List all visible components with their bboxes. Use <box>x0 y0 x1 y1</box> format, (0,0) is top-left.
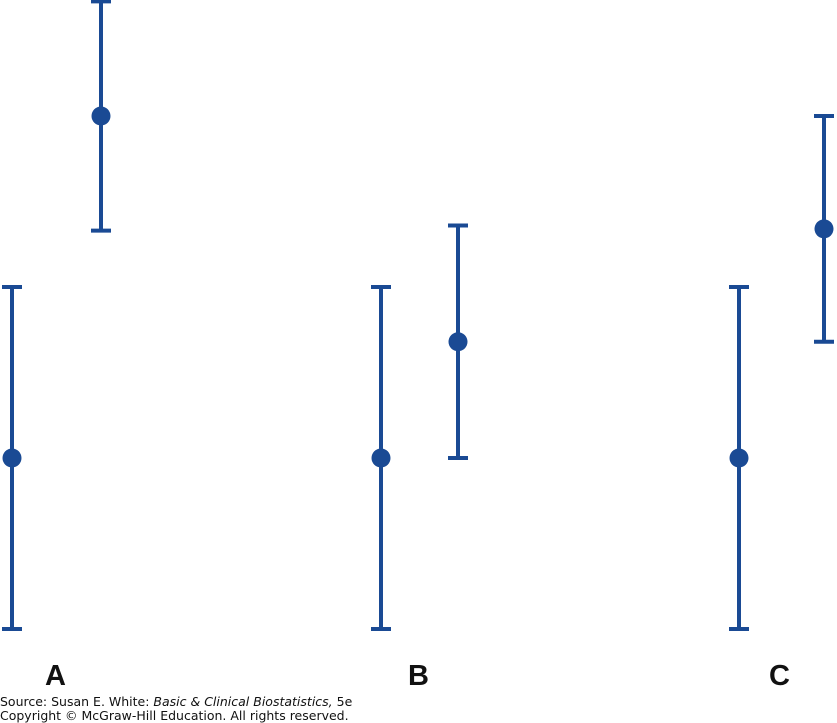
panel-c-interval-2-point-estimate <box>814 219 834 239</box>
panel-label-c: C <box>769 660 790 692</box>
panel-b-interval-1-point-estimate <box>371 448 391 468</box>
panel-c-interval-1-point-estimate <box>729 448 749 468</box>
panel-a-interval-1-point-estimate <box>2 448 22 468</box>
source-prefix: Source: Susan E. White: <box>0 694 154 709</box>
panel-b-interval-2-point-estimate <box>448 332 468 352</box>
panel-label-b: B <box>408 660 429 692</box>
copyright-notice: Copyright © McGraw-Hill Education. All r… <box>0 708 349 723</box>
panel-a-interval-2-point-estimate <box>91 106 111 126</box>
source-citation: Source: Susan E. White: Basic & Clinical… <box>0 694 352 709</box>
source-book-title: Basic & Clinical Biostatistics, <box>153 694 333 709</box>
panel-label-a: A <box>45 660 66 692</box>
source-edition: 5e <box>332 694 353 709</box>
error-bar-figure <box>2 0 834 631</box>
